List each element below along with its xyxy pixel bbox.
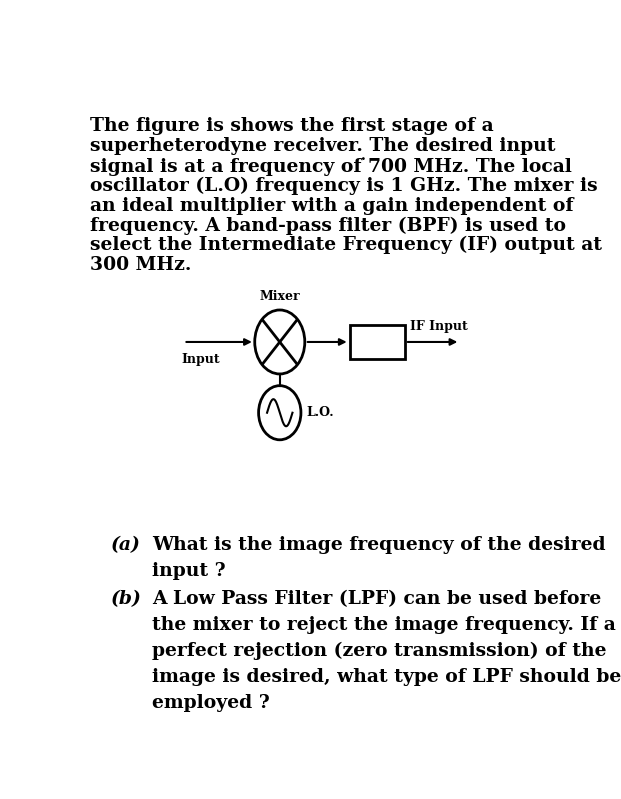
Text: select the Intermediate Frequency (IF) output at: select the Intermediate Frequency (IF) o… bbox=[89, 237, 602, 254]
Text: signal is at a frequency of ̇700 MHz. The local: signal is at a frequency of ̇700 MHz. Th… bbox=[89, 157, 571, 176]
Text: A Low Pass Filter (LPF) can be used before: A Low Pass Filter (LPF) can be used befo… bbox=[152, 590, 602, 609]
Text: input ?: input ? bbox=[152, 562, 226, 579]
Text: IF Input: IF Input bbox=[410, 320, 468, 332]
Text: superheterodyne receiver. The desired input: superheterodyne receiver. The desired in… bbox=[89, 137, 555, 155]
Text: The figure is shows the first stage of a: The figure is shows the first stage of a bbox=[89, 117, 493, 135]
Text: employed ?: employed ? bbox=[152, 694, 270, 712]
Text: Input: Input bbox=[181, 353, 220, 366]
FancyBboxPatch shape bbox=[350, 324, 405, 359]
Text: frequency. A band-pass filter (BPF) is used to: frequency. A band-pass filter (BPF) is u… bbox=[89, 217, 566, 235]
Text: image is desired, what type of LPF should be: image is desired, what type of LPF shoul… bbox=[152, 668, 621, 686]
Text: BPF: BPF bbox=[361, 335, 393, 348]
Text: the mixer to reject the image frequency. If a: the mixer to reject the image frequency.… bbox=[152, 616, 616, 634]
Text: (b): (b) bbox=[111, 590, 142, 609]
Text: (a): (a) bbox=[111, 536, 141, 554]
Text: What is the image frequency of the desired: What is the image frequency of the desir… bbox=[152, 536, 606, 554]
Text: perfect rejection (zero transmission) of the: perfect rejection (zero transmission) of… bbox=[152, 642, 607, 661]
Text: an ideal multiplier with a gain independent of: an ideal multiplier with a gain independ… bbox=[89, 197, 573, 215]
Text: 300 MHz.: 300 MHz. bbox=[89, 256, 191, 274]
Text: Mixer: Mixer bbox=[260, 289, 300, 303]
Text: L.O.: L.O. bbox=[307, 406, 334, 419]
Text: oscillator (L.O) frequency is 1 GHz. The mixer is: oscillator (L.O) frequency is 1 GHz. The… bbox=[89, 177, 597, 195]
